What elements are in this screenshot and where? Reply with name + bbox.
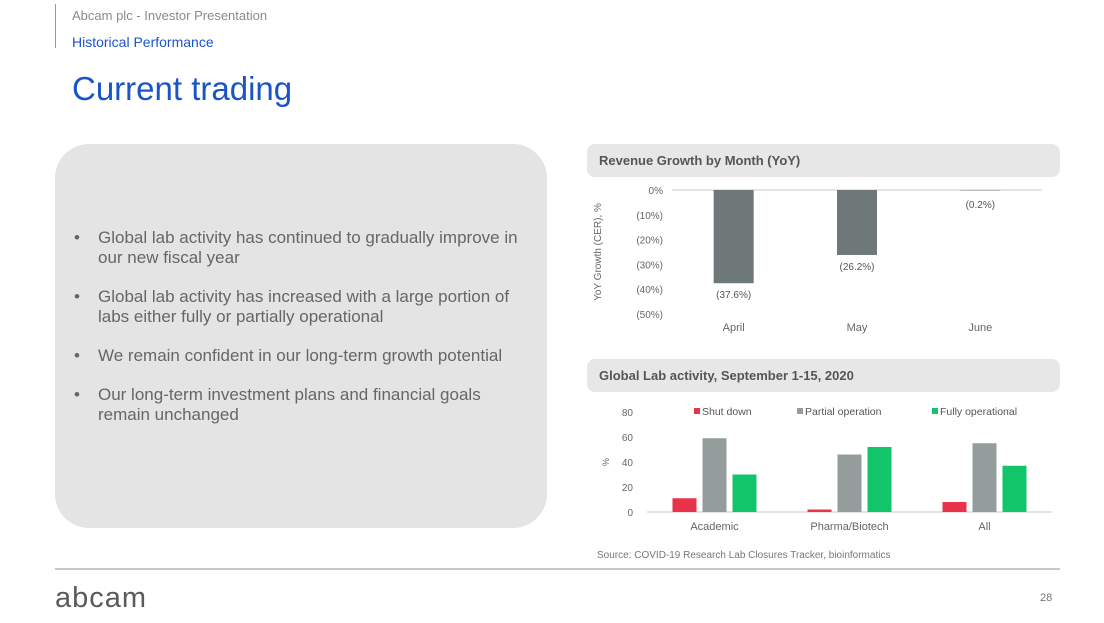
footer-divider [55,568,1060,570]
legend-swatch [932,408,938,414]
y-tick-label: (40%) [636,285,663,296]
legend-entry: Partial operation [805,406,882,418]
lab-bar [732,474,757,512]
bullet-text: We remain confident in our long-term gro… [98,346,503,365]
x-tick-label: All [978,521,990,533]
lab-bar [1002,465,1027,512]
revenue-chart-title: Revenue Growth by Month (YoY) [587,144,1060,177]
bullet-text: Our long-term investment plans and finan… [98,385,481,424]
y-tick-label: 0 [627,508,633,519]
y-tick-label: (30%) [636,260,663,271]
x-tick-label: Academic [690,521,739,533]
data-label: (26.2%) [839,262,874,273]
y-tick-label: 60 [622,433,634,444]
lab-bar [942,502,967,512]
legend-entry: Fully operational [940,406,1017,418]
revenue-growth-chart: 0% (10%) (20%) (30%) (40%) (50%) YoY Growth (C… [593,186,1042,334]
lab-bar [837,454,862,512]
x-tick-label: May [847,322,868,334]
lab-bar [972,443,997,512]
page-title: Current trading [72,70,293,107]
revenue-bar [713,190,754,284]
revenue-bar [837,190,877,255]
page-number: 28 [1040,592,1053,604]
header-divider [55,4,56,48]
y-axis-label: % [601,458,611,466]
y-axis-label: YoY Growth (CER), % [593,203,604,301]
y-tick-label: 80 [622,408,634,419]
x-tick-label: Pharma/Biotech [810,521,888,533]
bullet-item: • We remain confident in our long-term gr… [74,346,503,365]
bullet-item: • Global lab activity has increased with … [74,287,510,326]
source-note: Source: COVID-19 Research Lab Closures T… [597,550,891,561]
lab-bar [702,438,727,512]
y-tick-label: (50%) [636,310,663,321]
section-label: Historical Performance [72,34,214,50]
company-label: Abcam plc - Investor Presentation [72,8,268,23]
y-tick-label: (10%) [636,211,663,222]
bullet-item: • Global lab activity has continued to gr… [74,228,518,267]
legend-swatch [797,408,803,414]
data-label: (37.6%) [716,290,751,301]
bullet-text: Global lab activity has increased with a… [98,287,510,326]
data-label: (0.2%) [966,200,995,211]
abcam-logo: abcam [55,582,148,614]
bullet-list: • Global lab activity has continued to gr… [74,228,534,444]
lab-bar [807,509,832,512]
y-tick-label: 40 [622,458,634,469]
bullet-item: • Our long-term investment plans and fina… [74,385,481,424]
y-tick-label: 20 [622,483,634,494]
legend-entry: Shut down [702,406,752,418]
lab-activity-chart: 0 20 40 60 80% Shut down Partial operation Full… [601,406,1052,533]
bullets-panel [55,144,547,528]
y-tick-label: 0% [649,186,664,197]
bullet-text: Global lab activity has continued to gra… [98,228,518,267]
x-tick-label: April [723,322,745,334]
legend-swatch [694,408,700,414]
y-tick-label: (20%) [636,236,663,247]
lab-bar [867,447,892,512]
lab-activity-chart-title: Global Lab activity, September 1-15, 202… [587,359,1060,392]
x-tick-label: June [968,322,992,334]
lab-bar [672,498,697,512]
